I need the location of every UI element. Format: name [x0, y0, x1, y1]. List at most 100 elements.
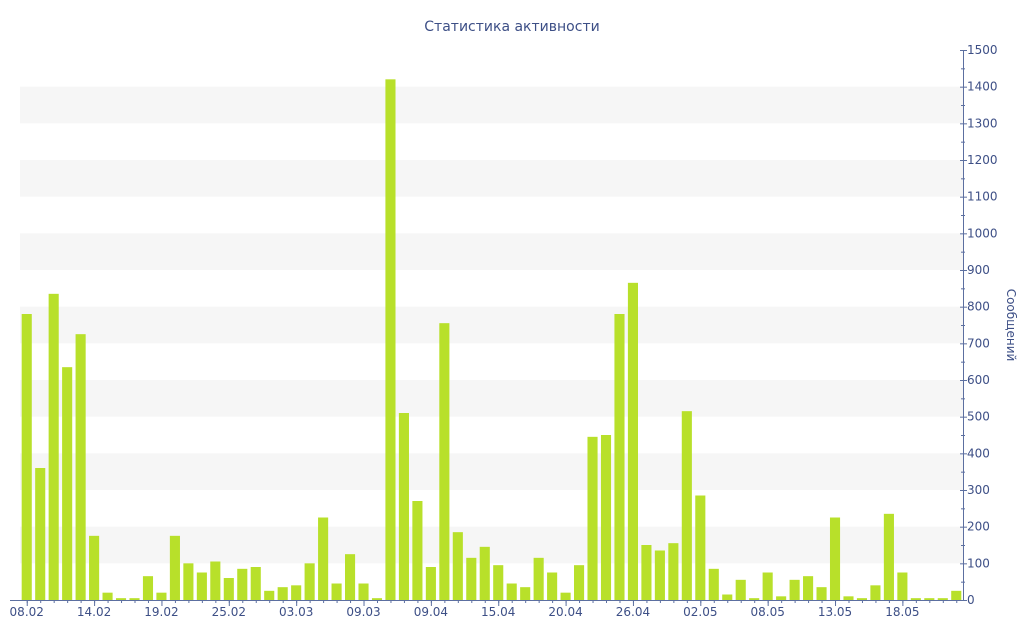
bar — [412, 501, 423, 600]
bar — [169, 535, 180, 600]
bar — [870, 585, 881, 600]
y-tick-label: 600 — [967, 373, 990, 387]
bar — [452, 532, 463, 600]
bar — [237, 568, 248, 600]
grid-band — [20, 453, 963, 490]
bar — [264, 590, 275, 600]
bar — [102, 592, 113, 600]
bar — [614, 314, 625, 600]
bar — [883, 513, 894, 600]
y-tick-label: 1500 — [967, 43, 998, 57]
bar — [183, 563, 194, 600]
x-tick-label: 02.05 — [683, 605, 717, 619]
y-tick-label: 500 — [967, 410, 990, 424]
axes: 0 100 200 300 400 500 600 700 800 900 1000 1100 1200… — [10, 43, 998, 619]
bar — [35, 468, 46, 600]
bar — [803, 576, 814, 600]
bar — [910, 598, 921, 600]
x-tick-label: 20.04 — [548, 605, 582, 619]
bar — [681, 411, 692, 600]
bar — [600, 435, 612, 600]
bars — [21, 79, 962, 600]
bar — [62, 367, 73, 600]
bar — [574, 565, 585, 600]
bar — [533, 557, 544, 600]
y-tick-label: 200 — [967, 520, 990, 534]
bar — [843, 596, 854, 600]
bar — [291, 585, 302, 600]
bar — [695, 495, 706, 600]
x-tick-label: 26.04 — [616, 605, 650, 619]
bar — [425, 567, 436, 600]
bar — [951, 590, 962, 600]
y-tick-label: 100 — [967, 556, 990, 570]
bar — [708, 568, 719, 600]
bar — [789, 579, 800, 600]
bar — [210, 561, 221, 600]
x-tick-label: 25.02 — [212, 605, 246, 619]
bar — [722, 594, 733, 600]
bar — [479, 546, 490, 600]
bar — [371, 598, 383, 600]
y-tick-label: 1000 — [967, 226, 998, 240]
bar — [385, 79, 396, 600]
x-tick-label: 13.05 — [818, 605, 852, 619]
bar — [304, 563, 315, 600]
bar — [762, 572, 773, 600]
bar — [345, 554, 356, 600]
y-tick-label: 1300 — [967, 116, 998, 130]
bar — [398, 413, 409, 600]
bar — [196, 572, 207, 600]
x-tick-label: 14.02 — [77, 605, 111, 619]
y-tick-label: 900 — [967, 263, 990, 277]
grid-band — [20, 86, 963, 124]
chart-title: Статистика активности — [424, 19, 599, 35]
bar — [816, 587, 827, 600]
x-tick-label: 09.04 — [414, 605, 448, 619]
bar — [547, 572, 558, 600]
grid-band — [20, 160, 963, 197]
y-tick-label: 700 — [967, 336, 990, 350]
y-tick-label: 400 — [967, 446, 990, 460]
bar — [331, 583, 342, 600]
bar — [735, 579, 746, 600]
x-tick-label: 15.04 — [481, 605, 515, 619]
grid-bands — [20, 86, 963, 564]
bar — [439, 323, 450, 600]
bar — [48, 293, 59, 600]
bar — [129, 598, 140, 600]
bar — [560, 592, 571, 600]
grid-band — [20, 306, 963, 344]
bar — [75, 334, 86, 600]
bar — [668, 543, 679, 600]
y-tick-label: 1100 — [967, 190, 998, 204]
bar — [223, 578, 234, 600]
x-tick-label: 03.03 — [279, 605, 313, 619]
bar — [318, 517, 329, 600]
bar — [142, 576, 154, 600]
bar — [506, 583, 517, 600]
x-tick-label: 08.05 — [750, 605, 784, 619]
bar — [250, 567, 261, 600]
y-tick-label: 1400 — [967, 80, 998, 94]
bar — [897, 572, 908, 600]
bar — [627, 282, 638, 600]
bar — [493, 565, 504, 600]
x-tick-label: 09.03 — [346, 605, 380, 619]
bar — [277, 587, 288, 600]
y-tick-label: 800 — [967, 300, 990, 314]
bar — [829, 517, 841, 600]
x-tick-label: 18.05 — [885, 605, 919, 619]
x-tick-label: 08.02 — [10, 605, 44, 619]
bar — [21, 314, 32, 600]
y-tick-label: 0 — [967, 593, 975, 607]
grid-band — [20, 233, 963, 270]
bar — [115, 598, 127, 600]
bar — [776, 596, 787, 600]
x-tick-label: 19.02 — [144, 605, 178, 619]
grid-band — [20, 380, 963, 417]
y-tick-label: 300 — [967, 483, 990, 497]
bar — [856, 598, 868, 600]
bar — [654, 550, 665, 600]
bar — [520, 587, 531, 600]
